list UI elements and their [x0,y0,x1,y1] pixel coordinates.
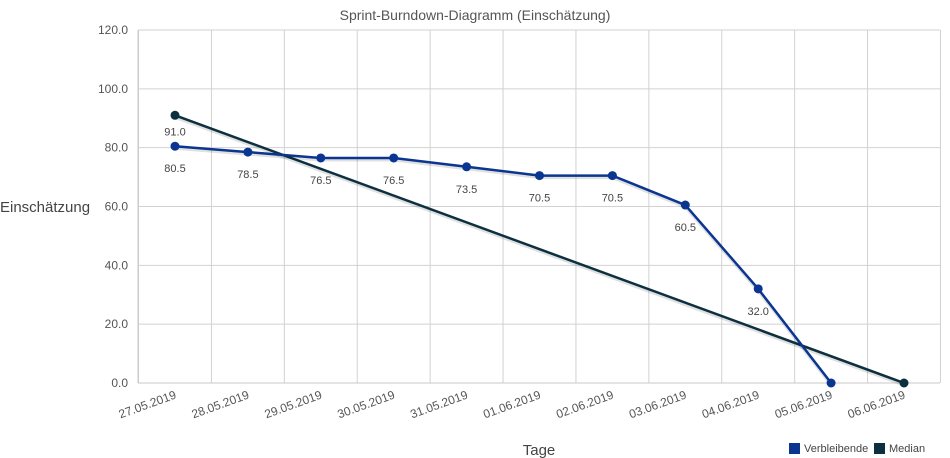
data-point [753,284,763,294]
data-point [826,378,836,388]
data-label: 76.5 [383,175,404,187]
y-tick-label: 20.0 [105,317,129,331]
data-label: 32.0 [747,306,768,318]
legend-swatch [874,443,885,454]
series-median [170,110,909,388]
x-tick-label: 03.06.2019 [627,388,689,422]
legend-swatch [789,443,800,454]
data-point [170,141,180,151]
series-line-shadow [174,146,833,386]
series-line [174,144,833,384]
data-point [316,153,326,163]
x-tick-label: 04.06.2019 [700,388,762,422]
y-tick-label: 120.0 [98,23,128,37]
x-tick-label: 28.05.2019 [190,388,252,422]
legend: Verbleibende Median [789,443,925,455]
x-axis-title: Tage [523,442,556,458]
y-tick-label: 100.0 [98,82,128,96]
data-point [243,147,253,157]
data-point [389,153,399,163]
data-label: 70.5 [602,193,623,205]
grid [137,29,941,384]
y-tick-label: 0.0 [111,376,128,390]
legend-label: Verbleibende [804,443,868,455]
x-tick-label: 29.05.2019 [263,388,325,422]
data-label: 76.5 [310,175,331,187]
x-tick-label: 30.05.2019 [335,388,397,422]
y-tick-labels: 0.0 20.0 40.0 60.0 80.0 100.0 120.0 [98,23,128,390]
data-label: 80.5 [164,163,185,175]
series-line-shadow [174,115,905,387]
x-tick-label: 31.05.2019 [408,388,470,422]
y-tick-label: 80.0 [105,141,129,155]
y-tick-label: 60.0 [105,200,129,214]
x-tick-label: 06.06.2019 [846,388,908,422]
legend-label: Median [889,443,925,455]
x-tick-labels: 27.05.2019 28.05.2019 29.05.2019 30.05.2019… [117,388,908,422]
x-tick-label: 02.06.2019 [554,388,616,422]
data-point [680,200,690,210]
data-label: 70.5 [529,193,550,205]
y-axis-title: Einschätzung [0,199,90,216]
series-verbleibende [170,141,836,388]
data-point [899,378,909,388]
y-tick-label: 40.0 [105,258,129,272]
x-tick-label: 27.05.2019 [117,388,179,422]
series-line [174,114,905,385]
data-label: 73.5 [456,184,477,196]
legend-item: Median [874,443,925,455]
data-point [170,110,180,120]
legend-item: Verbleibende [789,443,868,455]
data-label: 91.0 [164,126,185,138]
x-tick-label: 05.06.2019 [773,388,835,422]
series-layer: 80.5 78.5 76.5 76.5 73.5 70.5 70.5 60.5 32.0 91.0 [164,110,909,388]
data-point [607,171,617,181]
data-label: 78.5 [237,169,258,181]
chart-title: Sprint-Burndown-Diagramm (Einschätzung) [340,7,611,23]
data-label: 60.5 [675,222,696,234]
x-tick-label: 01.06.2019 [481,388,543,422]
data-point [535,171,544,181]
data-point [462,162,472,172]
data-labels: 80.5 78.5 76.5 76.5 73.5 70.5 70.5 60.5 32.0 91.0 [164,126,769,318]
